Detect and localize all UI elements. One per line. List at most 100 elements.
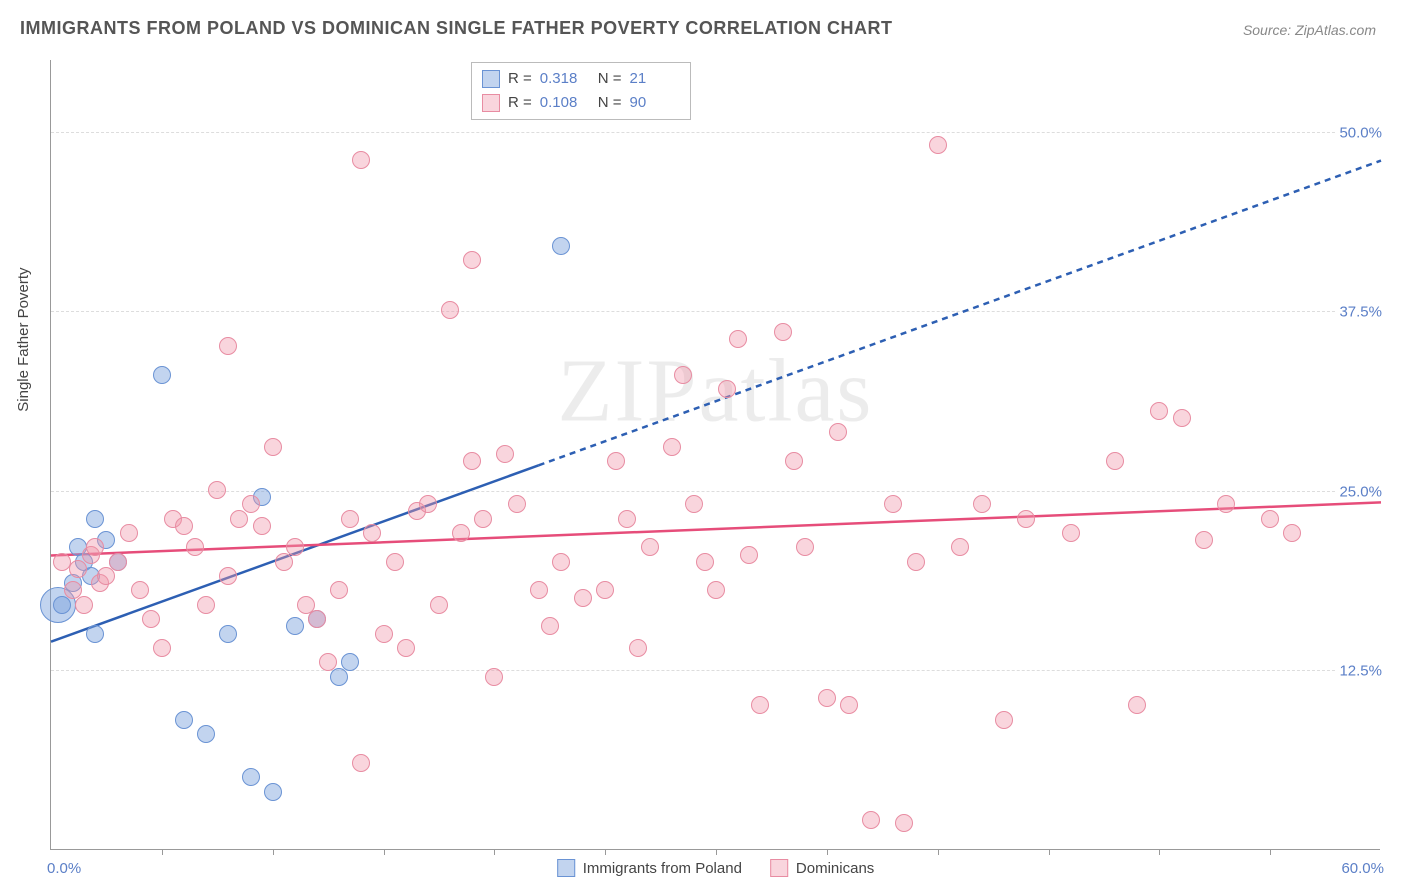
data-point-b	[219, 337, 237, 355]
x-tick	[384, 849, 385, 855]
legend-stats-row-poland: R = 0.318 N = 21	[482, 67, 680, 91]
data-point-b	[463, 251, 481, 269]
data-point-a	[153, 366, 171, 384]
swatch-poland	[557, 859, 575, 877]
data-point-a	[286, 617, 304, 635]
data-point-a	[86, 510, 104, 528]
data-point-a	[242, 768, 260, 786]
data-point-b	[352, 151, 370, 169]
data-point-b	[463, 452, 481, 470]
data-point-b	[1261, 510, 1279, 528]
data-point-b	[774, 323, 792, 341]
data-point-b	[219, 567, 237, 585]
data-point-b	[253, 517, 271, 535]
data-point-b	[242, 495, 260, 513]
n-value-poland: 21	[630, 67, 680, 91]
data-point-b	[1150, 402, 1168, 420]
source-attribution: Source: ZipAtlas.com	[1243, 22, 1376, 38]
data-point-b	[186, 538, 204, 556]
data-point-a	[552, 237, 570, 255]
data-point-b	[552, 553, 570, 571]
watermark: ZIPatlas	[558, 340, 874, 443]
r-value-poland: 0.318	[540, 67, 590, 91]
data-point-b	[785, 452, 803, 470]
r-label: R =	[508, 67, 532, 91]
plot-area: Single Father Poverty ZIPatlas 12.5%25.0…	[50, 60, 1380, 850]
data-point-b	[363, 524, 381, 542]
data-point-b	[286, 538, 304, 556]
r-value-dominicans: 0.108	[540, 91, 590, 115]
data-point-b	[485, 668, 503, 686]
x-tick	[827, 849, 828, 855]
x-tick	[162, 849, 163, 855]
x-axis-max-label: 60.0%	[1341, 860, 1384, 877]
x-tick	[605, 849, 606, 855]
x-tick	[494, 849, 495, 855]
data-point-b	[884, 495, 902, 513]
data-point-b	[862, 811, 880, 829]
data-point-b	[1128, 696, 1146, 714]
data-point-a	[197, 725, 215, 743]
data-point-b	[308, 610, 326, 628]
data-point-b	[397, 639, 415, 657]
gridline: 37.5%	[51, 311, 1380, 312]
trend-lines-layer	[51, 60, 1380, 849]
data-point-b	[86, 538, 104, 556]
data-point-b	[1217, 495, 1235, 513]
legend-item-poland: Immigrants from Poland	[557, 859, 742, 877]
data-point-b	[951, 538, 969, 556]
x-axis-min-label: 0.0%	[47, 860, 81, 877]
data-point-b	[153, 639, 171, 657]
legend-stats-row-dominicans: R = 0.108 N = 90	[482, 91, 680, 115]
data-point-b	[707, 581, 725, 599]
n-label: N =	[598, 91, 622, 115]
swatch-dominicans	[770, 859, 788, 877]
data-point-b	[352, 754, 370, 772]
r-label: R =	[508, 91, 532, 115]
data-point-b	[574, 589, 592, 607]
data-point-b	[430, 596, 448, 614]
data-point-b	[1283, 524, 1301, 542]
data-point-b	[729, 330, 747, 348]
data-point-b	[69, 560, 87, 578]
data-point-b	[1106, 452, 1124, 470]
swatch-dominicans	[482, 94, 500, 112]
legend-series: Immigrants from Poland Dominicans	[557, 859, 875, 877]
data-point-b	[375, 625, 393, 643]
data-point-b	[607, 452, 625, 470]
x-tick	[1270, 849, 1271, 855]
x-tick	[938, 849, 939, 855]
data-point-b	[718, 380, 736, 398]
data-point-b	[995, 711, 1013, 729]
data-point-a	[341, 653, 359, 671]
y-tick-label: 37.5%	[1335, 304, 1386, 321]
data-point-b	[929, 136, 947, 154]
y-tick-label: 12.5%	[1335, 663, 1386, 680]
data-point-b	[663, 438, 681, 456]
data-point-b	[175, 517, 193, 535]
data-point-b	[131, 581, 149, 599]
y-tick-label: 25.0%	[1335, 483, 1386, 500]
x-tick	[273, 849, 274, 855]
data-point-b	[596, 581, 614, 599]
data-point-b	[674, 366, 692, 384]
data-point-b	[75, 596, 93, 614]
data-point-b	[120, 524, 138, 542]
x-tick	[716, 849, 717, 855]
data-point-b	[751, 696, 769, 714]
data-point-b	[474, 510, 492, 528]
data-point-b	[386, 553, 404, 571]
data-point-b	[740, 546, 758, 564]
data-point-b	[829, 423, 847, 441]
data-point-b	[1173, 409, 1191, 427]
data-point-b	[696, 553, 714, 571]
data-point-b	[641, 538, 659, 556]
n-label: N =	[598, 67, 622, 91]
data-point-b	[197, 596, 215, 614]
data-point-b	[973, 495, 991, 513]
data-point-b	[330, 581, 348, 599]
data-point-b	[264, 438, 282, 456]
data-point-b	[895, 814, 913, 832]
chart-title: IMMIGRANTS FROM POLAND VS DOMINICAN SING…	[20, 18, 893, 39]
gridline: 12.5%	[51, 670, 1380, 671]
